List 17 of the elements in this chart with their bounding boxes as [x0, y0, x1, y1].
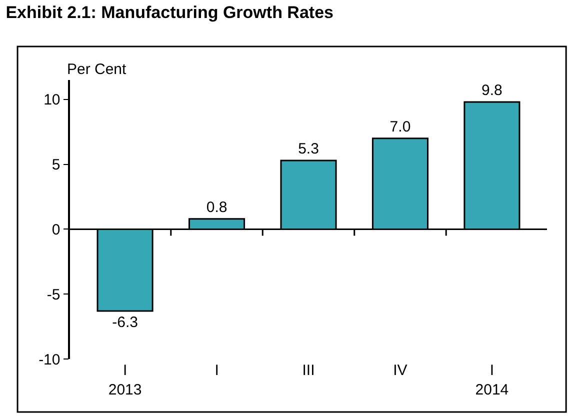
data-label: -6.3 [112, 314, 138, 331]
y-tick-label: 10 [44, 92, 60, 109]
y-tick-label: 0 [52, 221, 60, 238]
data-label: 9.8 [482, 82, 502, 100]
x-tick-label: I 2014 [475, 362, 509, 398]
data-label: 0.8 [206, 198, 228, 216]
data-label: 7.0 [390, 118, 411, 136]
y-tick-label: -10 [38, 351, 60, 368]
x-tick-label: I [214, 362, 219, 379]
y-axis-title: Per Cent [67, 61, 128, 78]
chart-title: Exhibit 2.1: Manufacturing Growth Rates [6, 3, 334, 22]
x-tick-label: IV [393, 362, 408, 379]
x-tick-label: III [302, 362, 315, 379]
x-tick-label: I 2013 [108, 362, 142, 398]
y-tick-label: 5 [52, 156, 60, 174]
y-tick-label: -5 [46, 286, 60, 304]
data-label: 5.3 [298, 140, 319, 158]
